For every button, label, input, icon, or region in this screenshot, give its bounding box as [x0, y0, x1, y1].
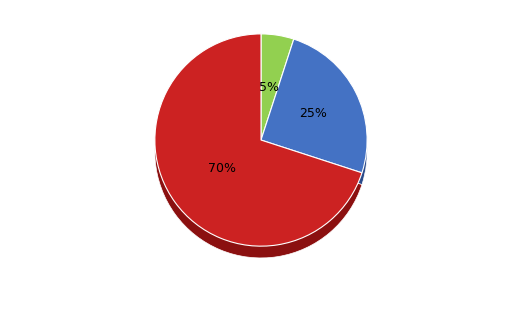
Text: 5%: 5% — [259, 81, 279, 94]
Wedge shape — [155, 46, 362, 258]
Text: 25%: 25% — [299, 107, 327, 120]
Wedge shape — [155, 34, 362, 246]
Text: 70%: 70% — [208, 161, 236, 175]
Wedge shape — [261, 46, 294, 152]
Wedge shape — [261, 34, 294, 140]
Wedge shape — [261, 51, 367, 185]
Wedge shape — [261, 39, 367, 173]
